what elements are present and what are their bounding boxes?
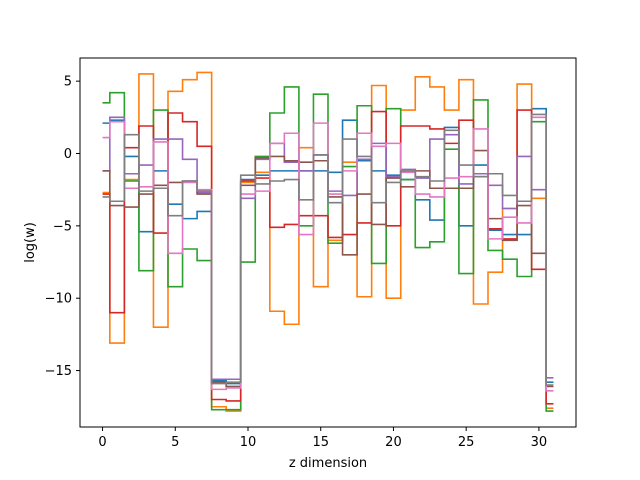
series-line-2: [102, 71, 554, 412]
x-tick-label: 20: [385, 435, 402, 450]
y-tick-label: −10: [45, 292, 72, 307]
y-tick-label: 5: [64, 75, 72, 90]
series-line-6: [102, 149, 554, 388]
series-line-5: [102, 116, 554, 381]
y-tick-label: −15: [45, 364, 72, 379]
x-axis: 0 5 10 15 20 25 30: [98, 427, 547, 450]
series-line-3: [102, 86, 554, 412]
x-tick-label: 10: [240, 435, 257, 450]
x-tick-label: 25: [458, 435, 475, 450]
x-axis-label: z dimension: [289, 456, 367, 471]
x-tick-label: 15: [312, 435, 329, 450]
y-axis-label: log(w): [23, 222, 38, 263]
x-tick-label: 0: [98, 435, 106, 450]
y-tick-label: 0: [64, 147, 72, 162]
plot-frame: [79, 57, 577, 428]
series-layer: [102, 71, 554, 412]
x-tick-label: 5: [171, 435, 179, 450]
series-line-8: [102, 113, 554, 386]
y-axis: −15 −10 −5 0 5: [45, 75, 80, 379]
y-tick-label: −5: [53, 219, 72, 234]
x-tick-label: 30: [531, 435, 548, 450]
